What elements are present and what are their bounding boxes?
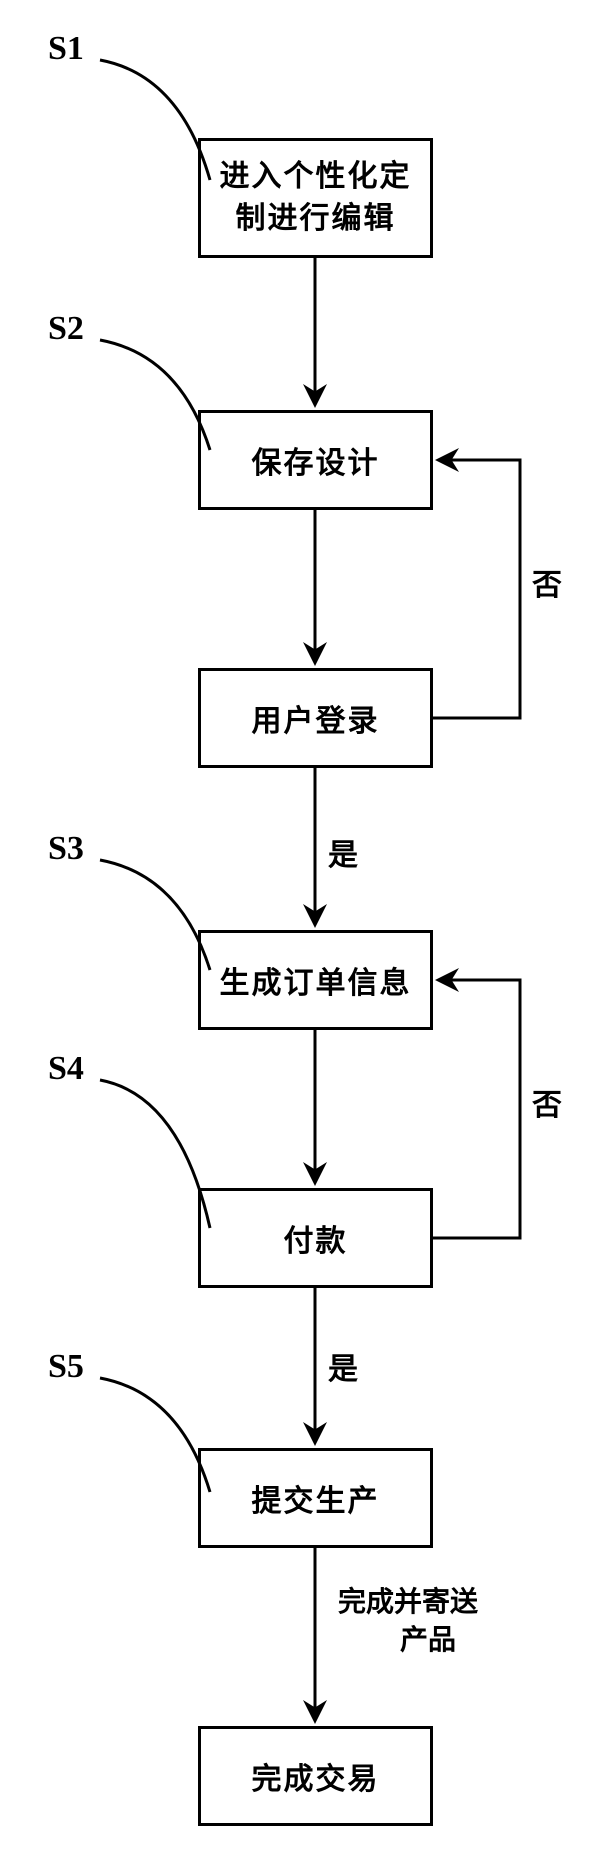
node-label: 提交生产	[252, 1476, 380, 1520]
feedback-loop-1	[433, 460, 520, 718]
node-save-design: 保存设计	[198, 410, 433, 510]
flowchart-canvas: 进入个性化定制进行编辑 保存设计 用户登录 生成订单信息 付款 提交生产 完成交…	[0, 0, 601, 1867]
edge-label-no2: 否	[532, 1080, 562, 1124]
step-label-s1: S1	[48, 30, 84, 68]
node-user-login: 用户登录	[198, 668, 433, 768]
step-label-s2: S2	[48, 310, 84, 348]
node-label: 付款	[284, 1216, 348, 1260]
callout-curve-s3	[100, 860, 210, 970]
feedback-loop-2	[433, 980, 520, 1238]
node-complete-transaction: 完成交易	[198, 1726, 433, 1826]
step-label-s4: S4	[48, 1050, 84, 1088]
callout-curve-s1	[100, 60, 210, 180]
node-submit-production: 提交生产	[198, 1448, 433, 1548]
callout-curve-s2	[100, 340, 210, 450]
step-label-s5: S5	[48, 1348, 84, 1386]
node-label: 完成交易	[252, 1754, 380, 1798]
edge-label-yes1: 是	[328, 830, 358, 874]
node-generate-order: 生成订单信息	[198, 930, 433, 1030]
node-label: 生成订单信息	[220, 958, 412, 1002]
node-payment: 付款	[198, 1188, 433, 1288]
step-label-s3: S3	[48, 830, 84, 868]
edge-label-ship-l2: 产品	[400, 1618, 456, 1658]
node-enter-customize: 进入个性化定制进行编辑	[198, 138, 433, 258]
node-label: 进入个性化定制进行编辑	[213, 156, 418, 240]
edge-label-ship-l1: 完成并寄送	[338, 1580, 478, 1620]
node-label: 保存设计	[252, 438, 380, 482]
edge-label-yes2: 是	[328, 1344, 358, 1388]
callout-curve-s5	[100, 1378, 210, 1492]
callout-curve-s4	[100, 1080, 210, 1228]
node-label: 用户登录	[252, 696, 380, 740]
edge-label-no1: 否	[532, 560, 562, 604]
